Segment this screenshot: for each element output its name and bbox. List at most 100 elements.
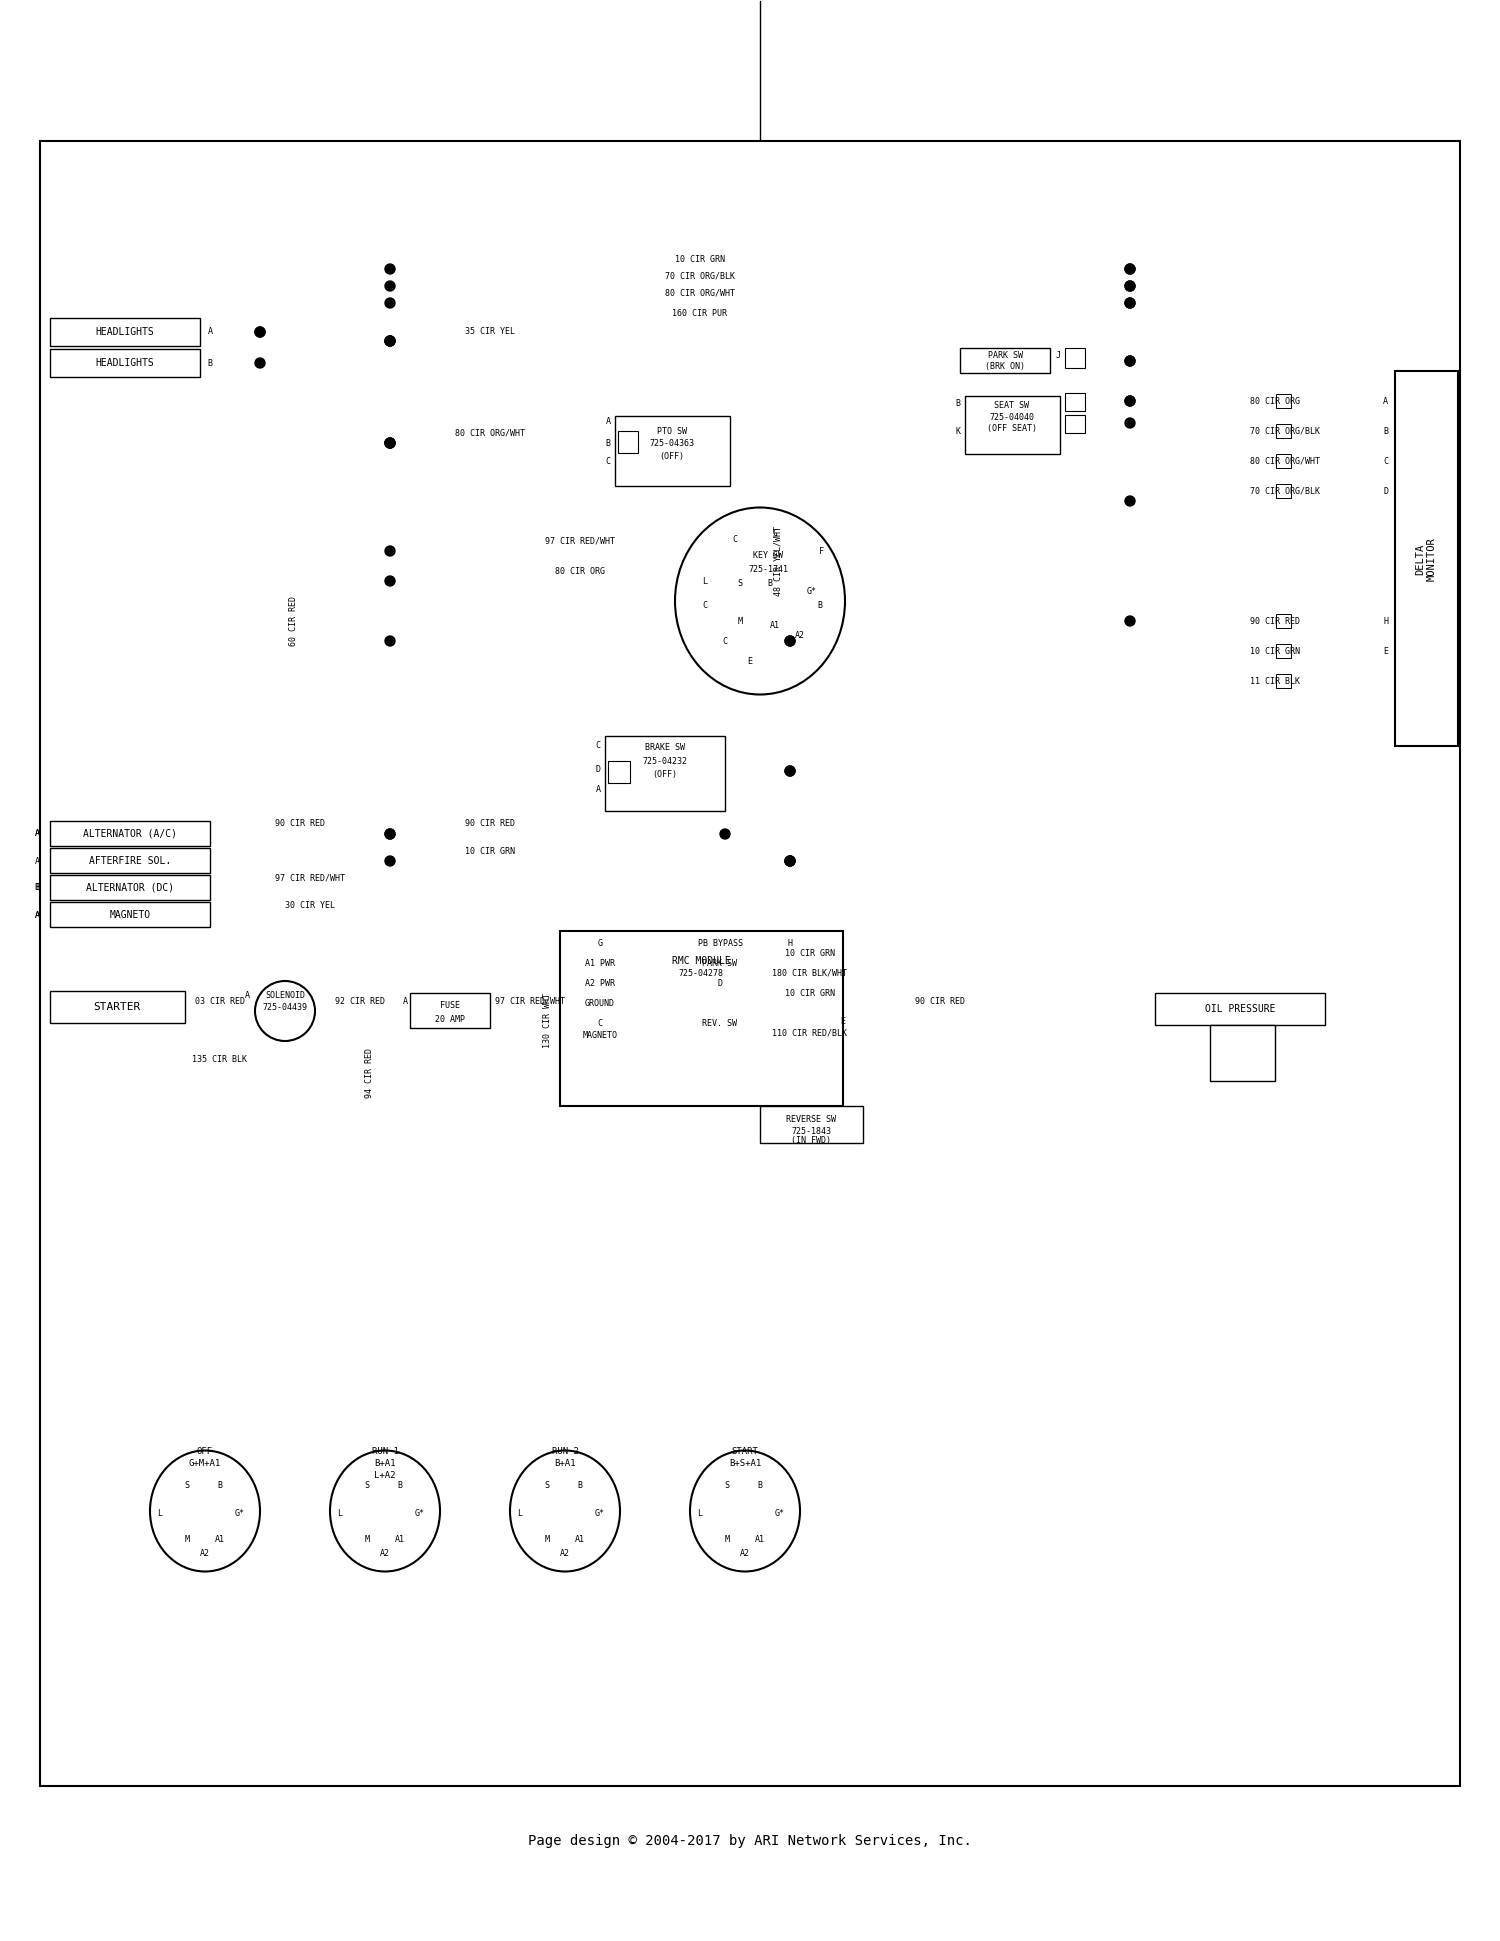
Text: 10 CIR GRN: 10 CIR GRN — [675, 254, 724, 264]
Text: REV. SW: REV. SW — [702, 1019, 738, 1027]
Circle shape — [784, 767, 795, 776]
Circle shape — [386, 439, 394, 448]
Text: 97 CIR RED/WHT: 97 CIR RED/WHT — [544, 536, 615, 545]
Circle shape — [386, 856, 394, 866]
Text: DELTA
MONITOR: DELTA MONITOR — [1414, 538, 1437, 580]
Bar — [50, 875, 210, 901]
Text: A2 PWR: A2 PWR — [585, 978, 615, 988]
Text: BRAKE SW: BRAKE SW — [645, 743, 686, 753]
Text: 725-1741: 725-1741 — [748, 565, 788, 573]
Circle shape — [386, 545, 394, 555]
Text: 80 CIR ORG/WHT: 80 CIR ORG/WHT — [1250, 456, 1320, 466]
Circle shape — [255, 357, 266, 369]
Bar — [1276, 483, 1292, 499]
Circle shape — [255, 326, 266, 338]
Text: B: B — [606, 439, 610, 448]
Text: J: J — [1056, 351, 1060, 361]
Text: A: A — [596, 784, 600, 794]
Circle shape — [1125, 281, 1136, 291]
Bar — [410, 994, 491, 1029]
Text: K: K — [956, 427, 960, 435]
Bar — [50, 349, 200, 377]
Text: H: H — [788, 939, 792, 947]
Text: C: C — [702, 602, 708, 611]
Circle shape — [1125, 497, 1136, 507]
Bar — [618, 431, 638, 452]
Text: 97 CIR RED/WHT: 97 CIR RED/WHT — [495, 996, 566, 1005]
Circle shape — [1125, 355, 1136, 367]
Text: S: S — [184, 1481, 189, 1491]
Bar — [1276, 423, 1292, 439]
Text: 90 CIR RED: 90 CIR RED — [1250, 617, 1300, 625]
Text: 10 CIR GRN: 10 CIR GRN — [465, 846, 514, 856]
Text: M: M — [184, 1535, 189, 1543]
Text: S: S — [738, 578, 742, 588]
Text: B: B — [818, 602, 822, 611]
Text: OIL PRESSURE: OIL PRESSURE — [1204, 1003, 1275, 1013]
Circle shape — [1125, 396, 1136, 406]
Text: A1 PWR: A1 PWR — [585, 959, 615, 967]
Text: E: E — [747, 656, 753, 666]
Text: M: M — [724, 1535, 729, 1543]
Text: A: A — [34, 910, 40, 920]
Text: A: A — [402, 996, 408, 1005]
Text: HEADLIGHTS: HEADLIGHTS — [96, 326, 154, 338]
Bar — [1065, 415, 1084, 433]
Text: L+A2: L+A2 — [375, 1471, 396, 1479]
Text: B: B — [34, 883, 39, 893]
Text: G+M+A1: G+M+A1 — [189, 1458, 220, 1467]
Circle shape — [1125, 615, 1136, 627]
Circle shape — [386, 439, 394, 448]
Text: PTO SW: PTO SW — [657, 427, 687, 435]
Text: (OFF): (OFF) — [652, 769, 678, 778]
Bar — [1276, 644, 1292, 658]
Circle shape — [386, 829, 394, 839]
Text: B: B — [207, 359, 213, 367]
Text: B: B — [578, 1481, 582, 1491]
Circle shape — [386, 264, 394, 274]
Text: D: D — [717, 978, 723, 988]
Text: C: C — [1383, 456, 1388, 466]
Bar — [560, 932, 843, 1106]
Text: 80 CIR ORG/WHT: 80 CIR ORG/WHT — [664, 289, 735, 297]
Text: 10 CIR GRN: 10 CIR GRN — [1250, 646, 1300, 656]
Text: B: B — [217, 1481, 222, 1491]
Bar — [1395, 371, 1458, 745]
Circle shape — [784, 856, 795, 866]
Text: 94 CIR RED: 94 CIR RED — [366, 1048, 375, 1099]
Circle shape — [386, 637, 394, 646]
Text: 725-04439: 725-04439 — [262, 1002, 308, 1011]
Text: A: A — [606, 417, 610, 425]
Text: C: C — [772, 528, 777, 538]
Text: 90 CIR RED: 90 CIR RED — [465, 819, 514, 829]
Circle shape — [1125, 264, 1136, 274]
Text: F: F — [819, 547, 825, 555]
Bar — [604, 736, 724, 811]
Text: (OFF): (OFF) — [660, 452, 684, 462]
Text: 90 CIR RED: 90 CIR RED — [915, 996, 964, 1005]
Circle shape — [1125, 417, 1136, 429]
Circle shape — [1125, 264, 1136, 274]
Text: C: C — [723, 637, 728, 646]
Text: FUSE: FUSE — [440, 1002, 460, 1011]
Circle shape — [1125, 396, 1136, 406]
Text: A: A — [207, 328, 213, 336]
Text: AFTERFIRE SOL.: AFTERFIRE SOL. — [88, 856, 171, 866]
Circle shape — [386, 576, 394, 586]
Text: M: M — [738, 617, 742, 625]
Text: 70 CIR ORG/BLK: 70 CIR ORG/BLK — [664, 272, 735, 281]
Text: 90 CIR RED: 90 CIR RED — [274, 819, 326, 829]
Bar — [50, 318, 200, 345]
Bar — [608, 761, 630, 782]
Text: HEADLIGHTS: HEADLIGHTS — [96, 357, 154, 369]
Text: C: C — [606, 458, 610, 466]
Text: D: D — [1383, 487, 1388, 495]
Text: RUN 1: RUN 1 — [372, 1446, 399, 1456]
Text: START: START — [732, 1446, 759, 1456]
Bar — [1276, 674, 1292, 687]
Bar — [964, 396, 1060, 454]
Circle shape — [386, 829, 394, 839]
Text: B+S+A1: B+S+A1 — [729, 1458, 760, 1467]
Bar — [615, 415, 730, 485]
Text: 35 CIR YEL: 35 CIR YEL — [465, 326, 514, 336]
